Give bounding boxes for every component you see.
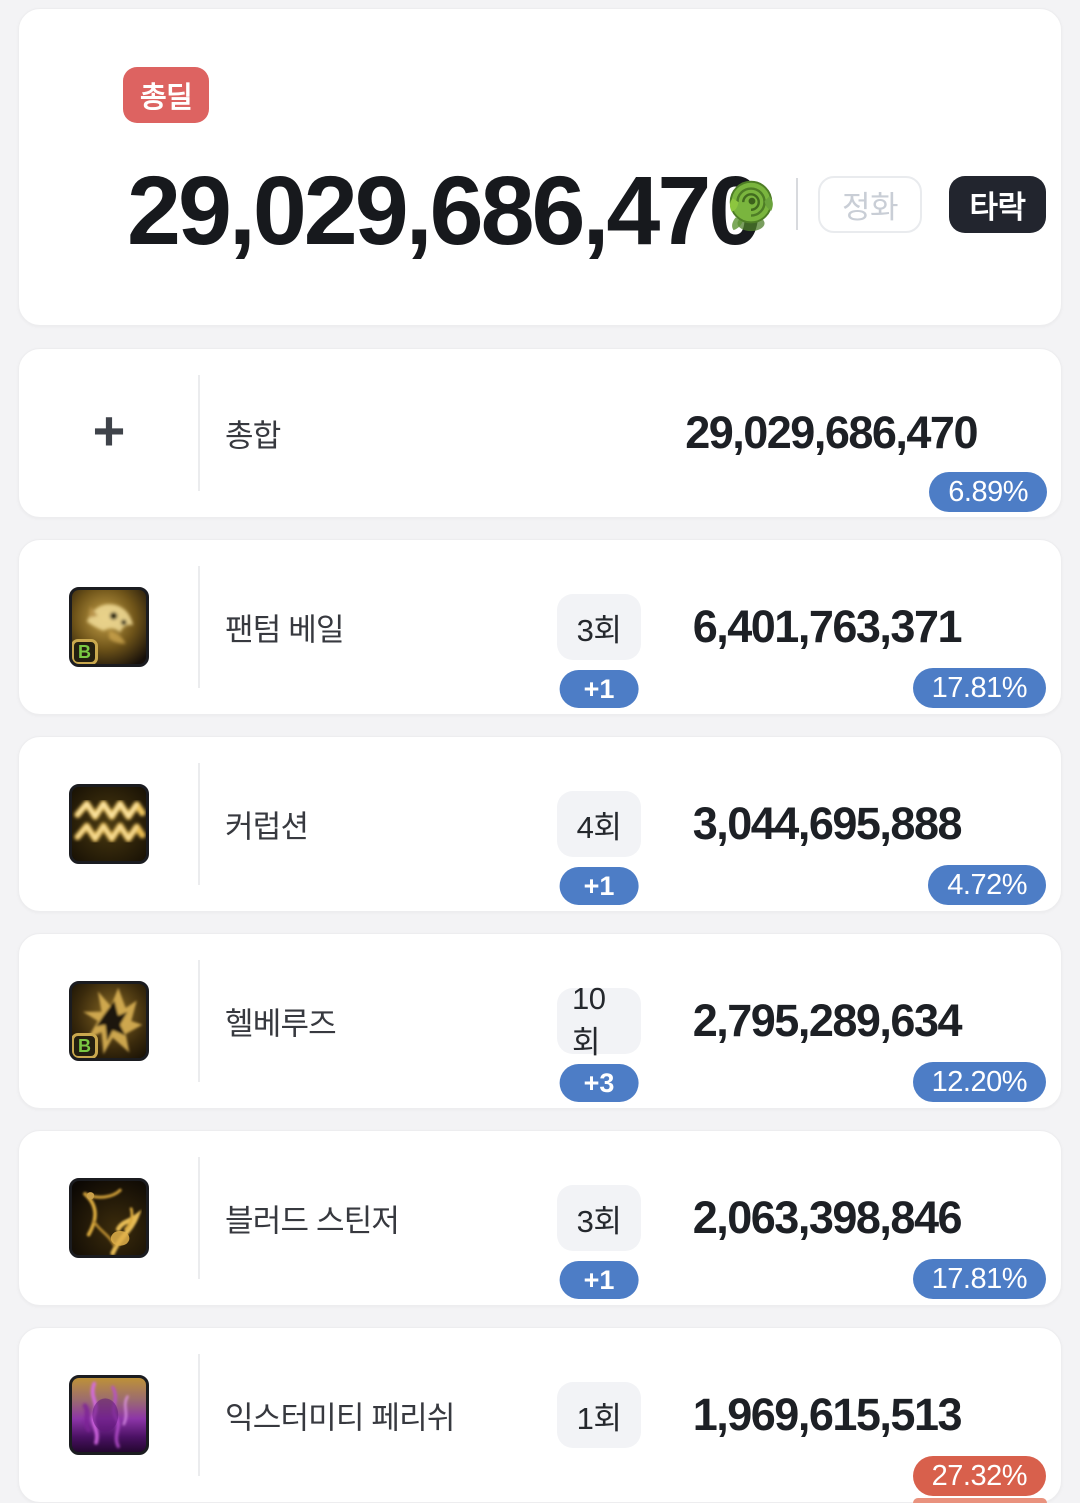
phantom-veil-skill-icon: B	[69, 587, 149, 667]
blood-stinger-skill-icon	[69, 1178, 149, 1258]
hero-actions: 정화 타락	[722, 175, 1046, 233]
hit-count-badge: 10회	[557, 981, 641, 1060]
summary-row: + 총합 29,029,686,470 6.89%	[18, 348, 1062, 518]
extra-count-pill: +1	[559, 670, 639, 708]
row-divider	[198, 1157, 200, 1279]
skill-row[interactable]: 익스터미티 페리쉬 1회 1,969,615,513 27.32%	[18, 1327, 1062, 1503]
green-rose-icon	[729, 180, 773, 232]
vertical-divider	[796, 178, 798, 230]
extra-count-pill: +3	[559, 1064, 639, 1102]
skill-row[interactable]: B 헬베루즈 10회 +3 2,795,289,634 12.20%	[18, 933, 1062, 1109]
skill-name: 익스터미티 페리쉬	[225, 1400, 455, 1436]
skill-damage-value: 3,044,695,888	[692, 798, 963, 849]
summary-values: 29,029,686,470 6.89%	[679, 349, 1061, 517]
expand-plus-button[interactable]: +	[19, 349, 199, 517]
summary-damage-value: 29,029,686,470	[685, 407, 978, 458]
extermity-perish-skill-icon	[69, 1375, 149, 1455]
skill-row[interactable]: 커럽션 4회 +1 3,044,695,888 4.72%	[18, 736, 1062, 912]
row-divider	[198, 566, 200, 688]
summary-label: 총합	[225, 418, 281, 454]
hit-count-badge: 3회	[557, 594, 641, 660]
hit-count-badge: 3회	[557, 1185, 641, 1251]
row-divider	[198, 375, 200, 491]
skill-name: 팬텀 베일	[225, 612, 345, 648]
skill-values: 6,401,763,371 17.81%	[679, 540, 1061, 714]
grade-b-chip: B	[72, 1033, 98, 1058]
hit-count-badge: 4회	[557, 791, 641, 857]
skill-name: 블러드 스틴저	[225, 1203, 400, 1239]
skill-values: 2,063,398,846 17.81%	[679, 1131, 1061, 1305]
skill-counts: 3회 +1	[524, 540, 674, 714]
skill-percent-badge: 12.20%	[912, 1062, 1046, 1102]
plus-icon: +	[92, 399, 126, 462]
skill-row[interactable]: B 팬텀 베일 3회 +1 6,401,763,371 17.81%	[18, 539, 1062, 715]
total-damage-tag: 총딜	[123, 67, 210, 123]
skill-counts: 4회 +1	[524, 737, 674, 911]
total-damage-card: 총딜 29,029,686,470 정화 타락	[18, 8, 1062, 326]
skill-values: 3,044,695,888 4.72%	[679, 737, 1061, 911]
extra-count-pill: +1	[559, 1261, 639, 1299]
skill-damage-value: 6,401,763,371	[692, 601, 963, 652]
grade-b-chip: B	[72, 639, 98, 664]
total-damage-value: 29,029,686,470	[127, 156, 762, 265]
skill-damage-value: 2,063,398,846	[692, 1192, 963, 1243]
row-divider	[198, 1354, 200, 1476]
hit-count-badge: 1회	[557, 1382, 641, 1448]
summary-percent-badge: 6.89%	[929, 472, 1047, 512]
skill-values: 2,795,289,634 12.20%	[679, 934, 1061, 1108]
hellverus-skill-icon: B	[69, 981, 149, 1061]
extra-count-pill: +1	[559, 867, 639, 905]
skill-row[interactable]: 블러드 스틴저 3회 +1 2,063,398,846 17.81%	[18, 1130, 1062, 1306]
next-row-percent-badge-peek	[913, 1498, 1047, 1503]
skill-percent-badge: 17.81%	[912, 668, 1046, 708]
skill-percent-badge: 27.32%	[912, 1456, 1046, 1496]
skill-counts: 10회 +3	[524, 934, 674, 1108]
skill-counts: 1회	[524, 1328, 674, 1502]
purify-toggle-button[interactable]: 정화	[818, 175, 922, 233]
skill-counts: 3회 +1	[524, 1131, 674, 1305]
skill-percent-badge: 17.81%	[912, 1259, 1046, 1299]
skill-name: 헬베루즈	[225, 1006, 337, 1042]
row-divider	[198, 960, 200, 1082]
skill-damage-value: 1,969,615,513	[692, 1389, 963, 1440]
row-divider	[198, 763, 200, 885]
skill-values: 1,969,615,513 27.32%	[679, 1328, 1061, 1502]
corruption-skill-icon	[69, 784, 149, 864]
fallen-toggle-button[interactable]: 타락	[949, 175, 1046, 233]
skill-damage-value: 2,795,289,634	[692, 995, 963, 1046]
skill-percent-badge: 4.72%	[928, 865, 1046, 905]
skill-name: 커럽션	[225, 809, 309, 845]
